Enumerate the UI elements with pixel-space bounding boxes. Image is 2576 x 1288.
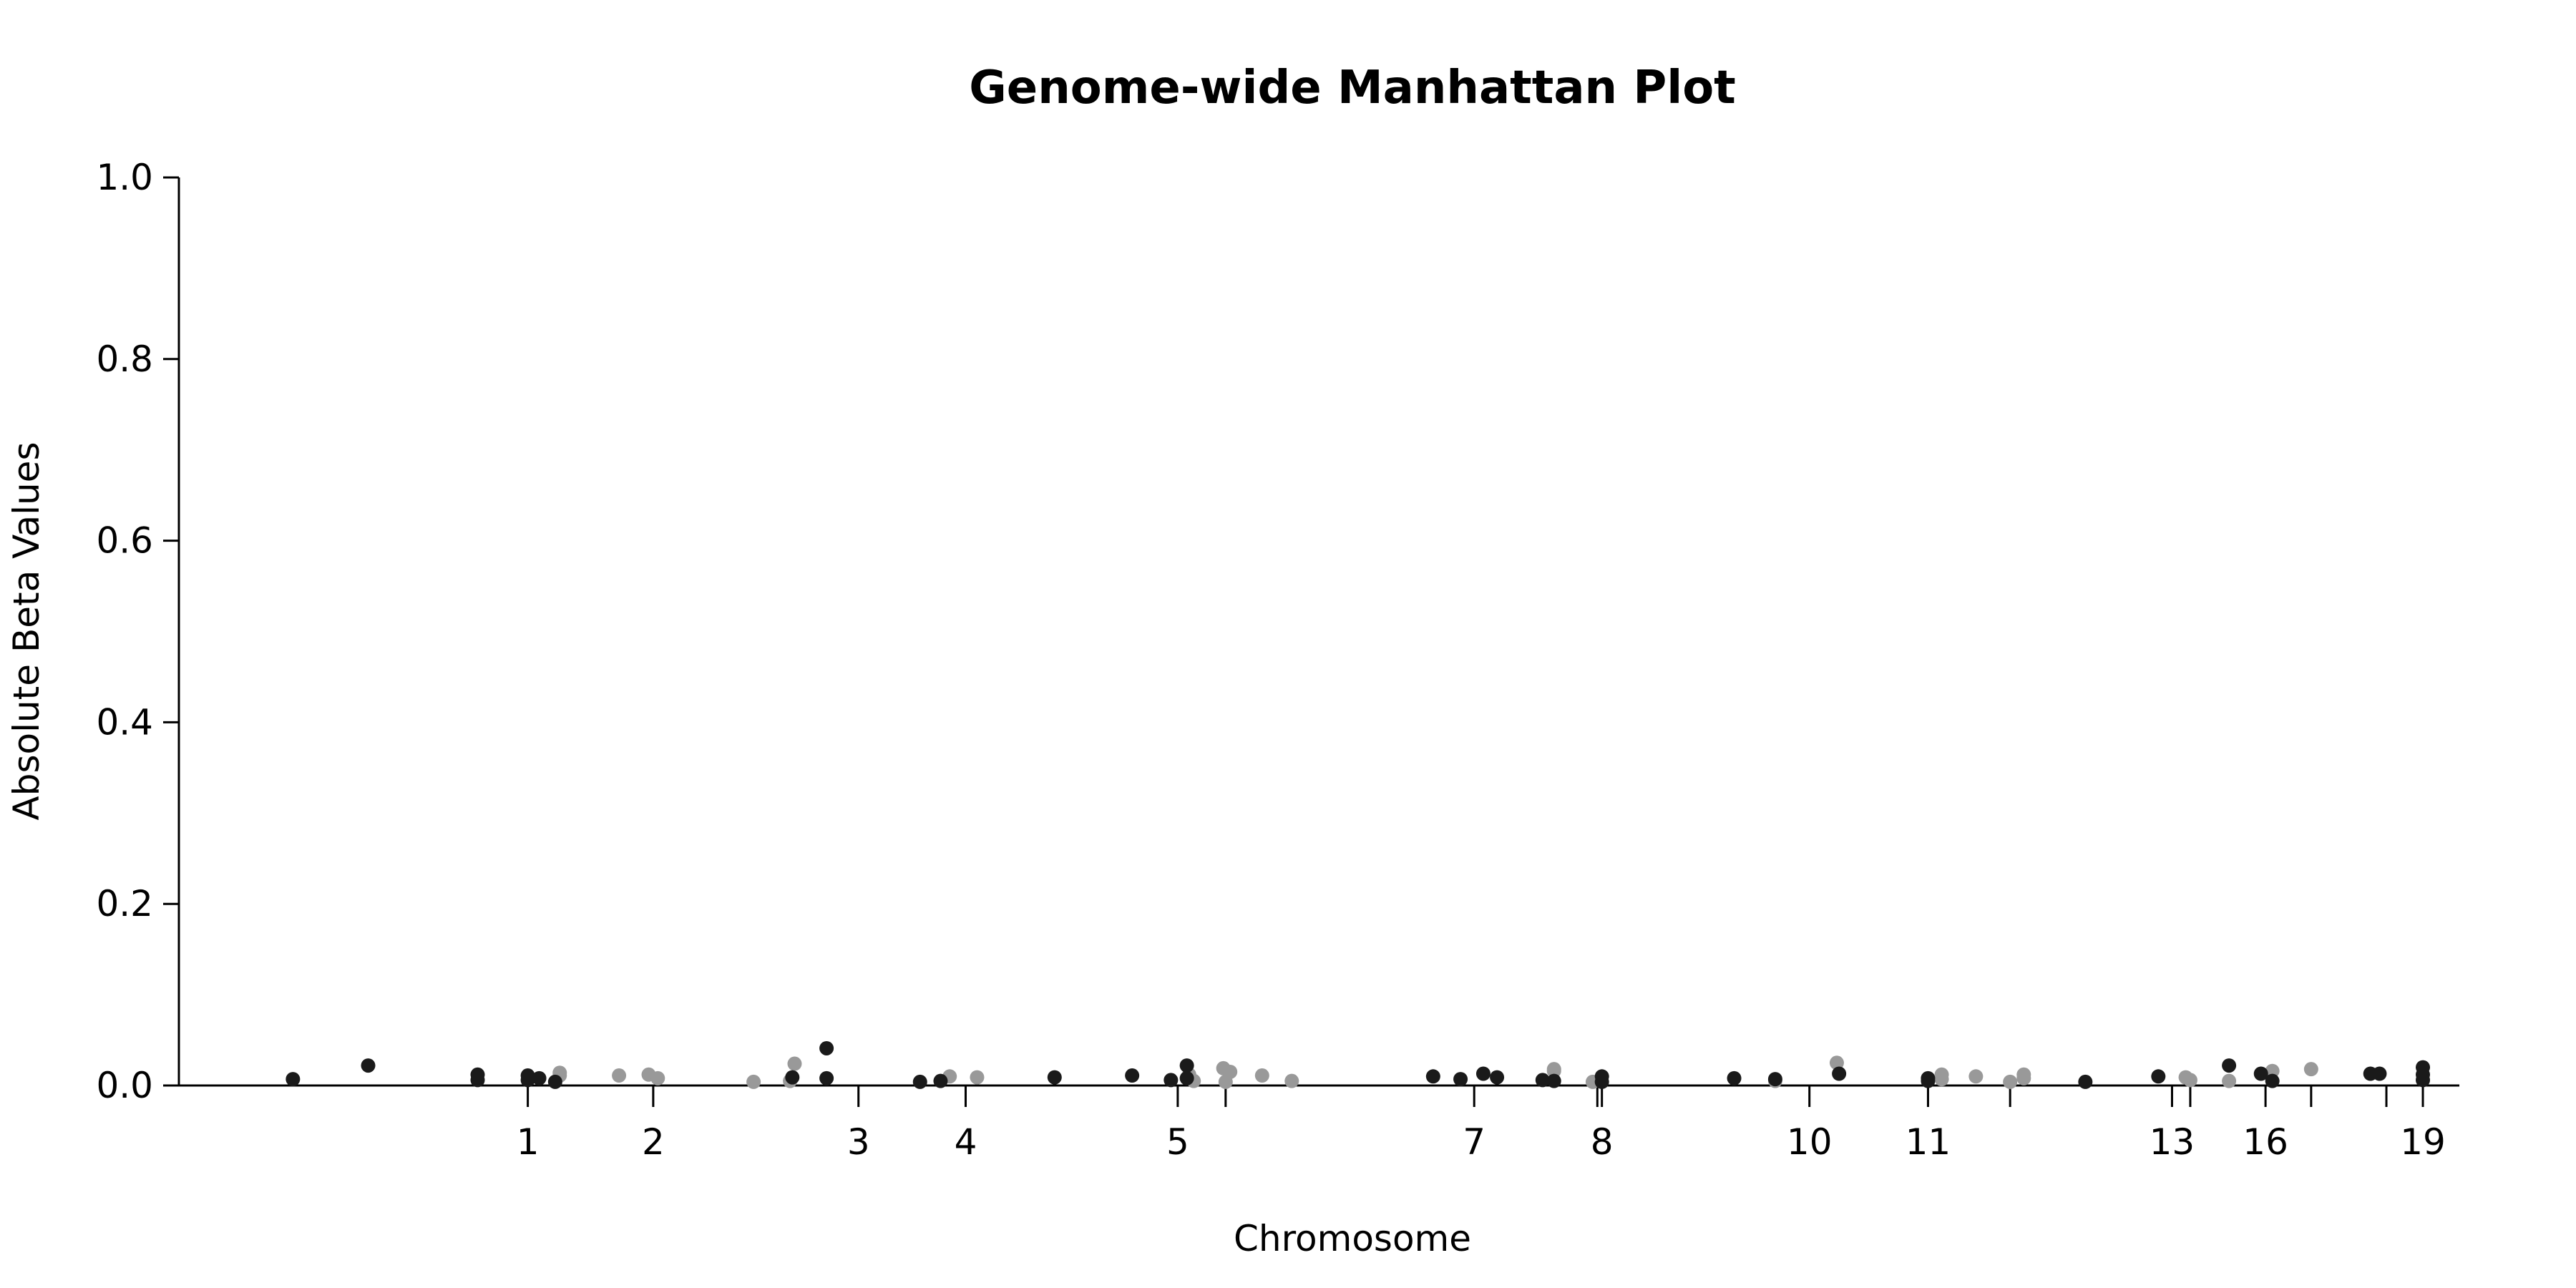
data-point-dark	[2078, 1074, 2093, 1089]
data-point-dark	[361, 1058, 376, 1073]
x-axis-label: Chromosome	[1234, 1218, 1471, 1259]
data-point-light	[2016, 1070, 2031, 1085]
data-point-dark	[2253, 1066, 2268, 1081]
data-point-dark	[933, 1073, 948, 1088]
data-point-dark	[1163, 1073, 1179, 1088]
data-point-dark	[1535, 1073, 1550, 1088]
data-point-dark	[1453, 1072, 1468, 1087]
x-tick-label: 16	[2243, 1121, 2288, 1163]
data-point-dark	[2151, 1069, 2166, 1084]
x-tick-label: 13	[2150, 1121, 2195, 1163]
data-point-dark	[785, 1070, 800, 1085]
data-point-dark	[2265, 1073, 2280, 1088]
data-point-dark	[1425, 1069, 1440, 1084]
data-point-light	[1218, 1074, 1233, 1089]
x-tick-label: 2	[642, 1121, 665, 1163]
data-point-dark	[532, 1070, 547, 1085]
x-ticks: 1 2 3 4 5 7 8 10 11 13 16 19	[517, 1085, 2446, 1163]
data-point-dark	[819, 1040, 834, 1055]
data-point-dark	[1475, 1066, 1491, 1081]
data-point-light	[1546, 1063, 1561, 1078]
y-tick-label: 0.2	[96, 883, 153, 924]
data-point-dark	[912, 1074, 927, 1089]
data-point-dark	[1832, 1066, 1847, 1081]
x-tick-label: 7	[1463, 1121, 1485, 1163]
y-tick-label: 0.6	[96, 520, 153, 562]
x-tick-label: 19	[2400, 1121, 2446, 1163]
data-point-light	[746, 1074, 761, 1089]
data-point-dark	[2416, 1073, 2431, 1088]
y-tick-label: 0.8	[96, 338, 153, 380]
data-point-dark	[286, 1072, 301, 1087]
y-tick-label: 0.4	[96, 701, 153, 743]
y-axis-label: Absolute Beta Values	[6, 442, 47, 821]
x-tick-label: 11	[1906, 1121, 1951, 1163]
data-point-light	[1968, 1069, 1984, 1084]
data-point-light	[2003, 1074, 2018, 1089]
data-point-light	[612, 1068, 627, 1083]
x-tick-label: 5	[1166, 1121, 1189, 1163]
data-point-light	[2222, 1073, 2237, 1088]
data-point-light	[970, 1070, 985, 1085]
data-point-dark	[819, 1070, 834, 1085]
data-point-dark	[520, 1073, 535, 1088]
data-point-dark	[1125, 1068, 1140, 1083]
data-point-light	[1934, 1072, 1949, 1087]
data-point-dark	[2372, 1066, 2387, 1081]
x-tick-label: 3	[847, 1121, 870, 1163]
data-point-light	[2303, 1062, 2318, 1077]
data-point-dark	[1179, 1070, 1194, 1085]
data-point-light	[1829, 1055, 1844, 1070]
y-tick-label: 0.0	[96, 1065, 153, 1106]
chart-title: Genome-wide Manhattan Plot	[969, 62, 1736, 114]
data-point-dark	[547, 1074, 562, 1089]
data-point-light	[650, 1070, 665, 1085]
x-tick-label: 10	[1787, 1121, 1833, 1163]
data-point-dark	[1921, 1073, 1936, 1088]
x-tick-label: 8	[1591, 1121, 1614, 1163]
data-point-light	[2182, 1073, 2197, 1088]
data-point-dark	[1767, 1072, 1782, 1087]
data-point-dark	[2222, 1058, 2237, 1073]
data-point-dark	[1594, 1074, 1609, 1089]
y-tick-label: 1.0	[96, 157, 153, 198]
data-point-dark	[1727, 1070, 1742, 1085]
data-point-light	[1254, 1068, 1269, 1083]
data-point-dark	[470, 1073, 485, 1088]
x-tick-label: 1	[517, 1121, 540, 1163]
data-points	[286, 1040, 2431, 1089]
y-ticks: 0.0 0.2 0.4 0.6 0.8 1.0	[96, 157, 179, 1106]
data-point-dark	[1047, 1070, 1062, 1085]
data-point-light	[1284, 1073, 1299, 1088]
data-point-light	[787, 1056, 802, 1071]
data-point-dark	[1179, 1058, 1194, 1073]
data-point-dark	[1490, 1070, 1505, 1085]
x-tick-label: 4	[955, 1121, 977, 1163]
data-point-light	[2265, 1063, 2280, 1078]
data-point-dark	[1546, 1073, 1561, 1088]
